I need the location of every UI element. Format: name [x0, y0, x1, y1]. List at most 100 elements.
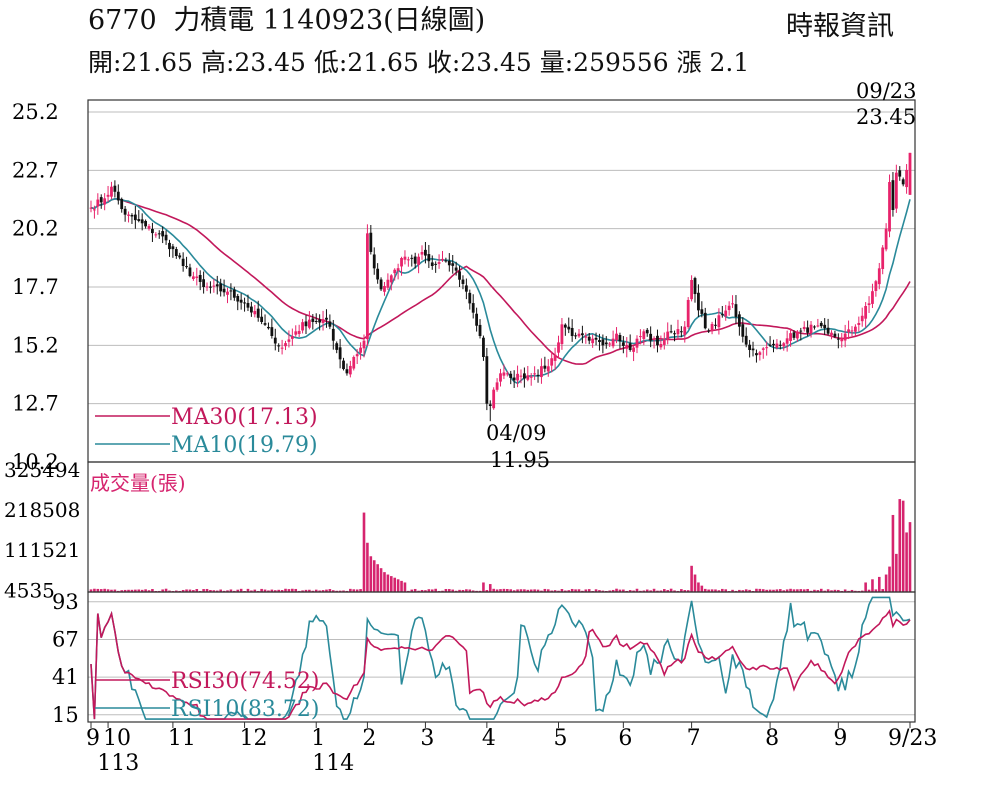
candle-body — [761, 348, 765, 350]
volume-bar — [485, 590, 489, 592]
volume-bar — [321, 590, 325, 592]
month-label: 6 — [618, 726, 632, 751]
rsi-tick-label: 15 — [52, 703, 79, 727]
candle-body — [488, 404, 492, 406]
volume-bars — [89, 499, 912, 592]
volume-bar — [396, 579, 400, 592]
volume-bar — [772, 589, 775, 592]
volume-bar — [349, 588, 352, 592]
candle-body — [232, 289, 236, 298]
volume-bar — [103, 588, 106, 592]
candle-body — [843, 333, 847, 341]
volume-bar — [127, 589, 130, 592]
volume-bar — [765, 589, 768, 592]
price-tick-label: 15.2 — [12, 333, 59, 357]
volume-bar — [372, 560, 376, 592]
rsi-tick-label: 67 — [52, 627, 79, 651]
price-legend-label: MA30(17.13) — [171, 405, 318, 430]
candle-body — [645, 329, 649, 334]
candle-body — [185, 266, 188, 268]
volume-bar — [656, 590, 659, 592]
candle-body — [710, 323, 714, 332]
volume-bar — [461, 589, 465, 592]
candle-body — [318, 319, 322, 323]
candle-body — [96, 199, 100, 207]
candle-body — [601, 339, 605, 346]
candle-body — [359, 347, 362, 353]
candle-body — [744, 335, 748, 345]
month-label: 7 — [687, 726, 701, 751]
volume-bar — [93, 588, 96, 592]
volume-bar — [796, 589, 799, 592]
volume-bar — [645, 589, 649, 592]
candle-body — [447, 260, 451, 266]
volume-bar — [574, 589, 577, 592]
candle-body — [673, 333, 676, 335]
source-label: 時報資訊 — [786, 11, 894, 42]
candle-body — [420, 252, 424, 255]
volume-bar — [506, 589, 509, 592]
ohlc-stats: 開:21.65 高:23.45 低:21.65 收:23.45 量:259556… — [88, 48, 750, 77]
volume-bar — [632, 590, 635, 592]
volume-bar — [543, 588, 547, 592]
volume-bar — [755, 588, 758, 592]
year-label: 114 — [312, 751, 354, 776]
candle-body — [741, 324, 745, 337]
candle-body — [270, 327, 274, 336]
volume-title: 成交量(張) — [90, 471, 186, 495]
candle-body — [93, 209, 96, 211]
candle-body — [222, 288, 226, 293]
candle-body — [239, 299, 243, 303]
volume-bar — [212, 590, 216, 592]
candle-body — [840, 338, 844, 342]
candle-body — [751, 348, 755, 351]
volume-bar — [523, 589, 526, 592]
candle-body — [618, 334, 622, 342]
volume-bar — [584, 589, 588, 592]
volume-bar — [850, 589, 854, 592]
volume-bar — [202, 589, 205, 592]
volume-tick-label: 218508 — [4, 498, 80, 522]
volume-bar — [564, 590, 567, 592]
month-label: 4 — [482, 726, 496, 751]
candle-body — [106, 194, 110, 197]
volume-bar — [782, 590, 786, 592]
candle-body — [369, 232, 373, 252]
candle-body — [642, 331, 646, 339]
candle-body — [792, 332, 796, 338]
rsi-tick-label: 93 — [52, 590, 79, 614]
candle-body — [314, 321, 318, 323]
candle-body — [205, 286, 209, 288]
candle-body — [570, 327, 574, 337]
price-tick-label: 20.2 — [12, 217, 59, 241]
candle-body — [785, 338, 789, 344]
candle-body — [850, 330, 854, 332]
candle-body — [342, 360, 345, 370]
candle-body — [509, 373, 513, 378]
volume-bar — [826, 589, 830, 592]
volume-bar — [891, 514, 895, 592]
candle-body — [478, 324, 482, 336]
volume-bar — [550, 590, 553, 592]
candle-body — [581, 333, 584, 336]
volume-bar — [403, 582, 407, 592]
volume-bar — [471, 590, 475, 592]
volume-bar — [355, 589, 359, 592]
candle-body — [652, 338, 656, 340]
candle-body — [608, 343, 612, 345]
volume-bar — [420, 589, 424, 592]
candle-body — [352, 357, 356, 369]
volume-bar — [280, 590, 284, 592]
candle-body — [768, 344, 772, 346]
volume-bar — [273, 590, 277, 592]
volume-bar — [226, 590, 229, 592]
volume-bar — [659, 590, 663, 592]
candle-body — [198, 275, 202, 282]
candle-body — [799, 330, 803, 332]
volume-bar — [140, 589, 144, 592]
volume-bar — [700, 585, 704, 592]
volume-bar — [314, 589, 318, 592]
volume-bar — [768, 589, 772, 592]
candle-body — [727, 305, 731, 311]
candle-body — [662, 339, 666, 345]
